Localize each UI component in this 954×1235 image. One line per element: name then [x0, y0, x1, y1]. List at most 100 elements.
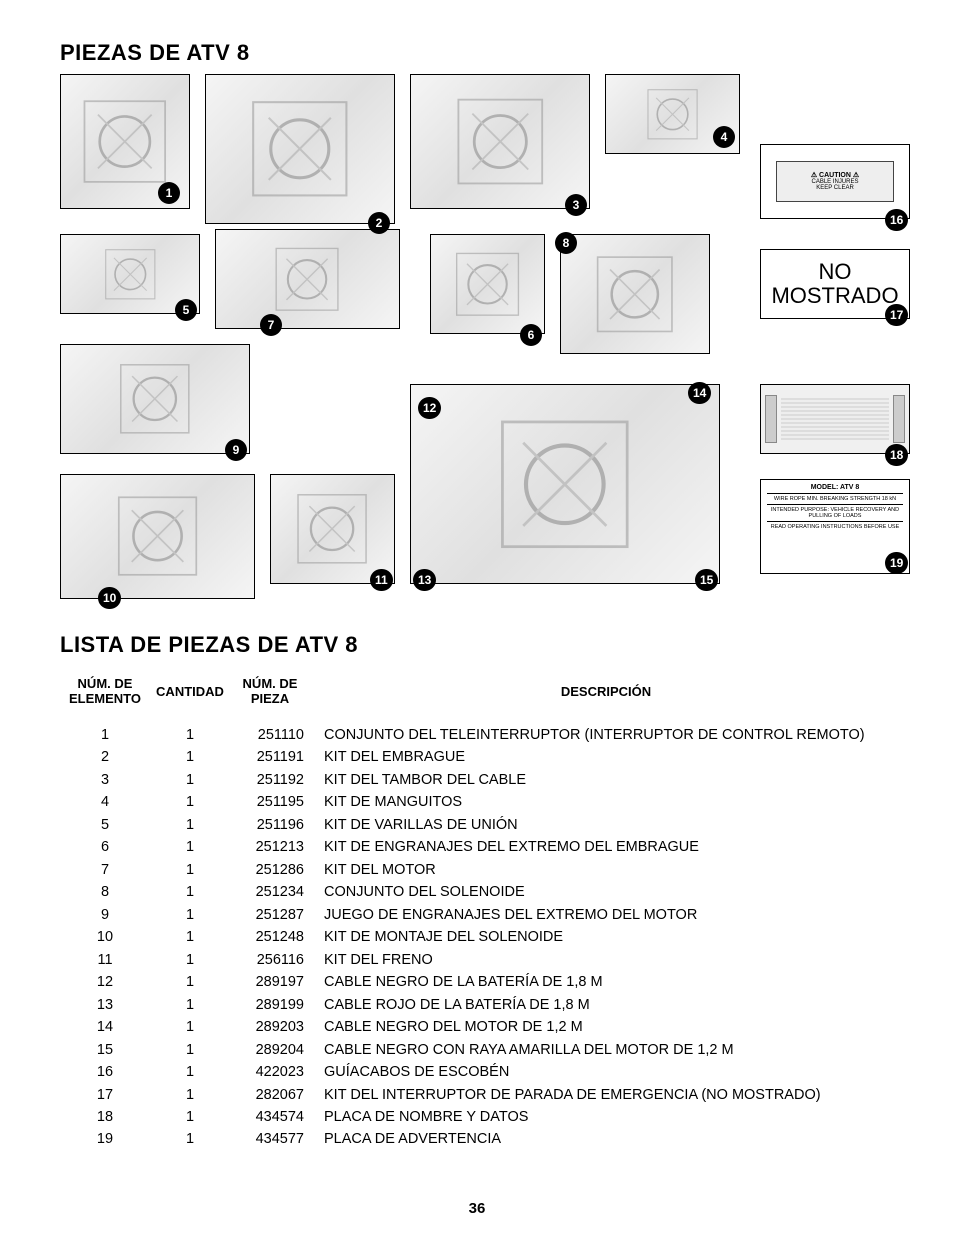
part-badge-18: 18	[885, 444, 908, 466]
cell-desc: CONJUNTO DEL TELEINTERRUPTOR (INTERRUPTO…	[310, 724, 894, 746]
cell-item: 15	[60, 1039, 150, 1061]
cell-part: 256116	[230, 949, 310, 971]
table-row: 51251196KIT DE VARILLAS DE UNIÓN	[60, 814, 894, 836]
cell-qty: 1	[150, 904, 230, 926]
cell-item: 5	[60, 814, 150, 836]
part-badge-14: 14	[688, 382, 711, 404]
cell-qty: 1	[150, 949, 230, 971]
cell-qty: 1	[150, 746, 230, 768]
cell-qty: 1	[150, 1061, 230, 1083]
cell-desc: KIT DEL INTERRUPTOR DE PARADA DE EMERGEN…	[310, 1084, 894, 1106]
cell-desc: CABLE ROJO DE LA BATERÍA DE 1,8 M	[310, 994, 894, 1016]
cell-item: 6	[60, 836, 150, 858]
cell-part: 422023	[230, 1061, 310, 1083]
part-box-10	[60, 474, 255, 599]
part-image-placeholder	[561, 235, 709, 353]
table-row: 81251234CONJUNTO DEL SOLENOIDE	[60, 881, 894, 903]
cell-part: 251234	[230, 881, 310, 903]
cell-desc: CABLE NEGRO CON RAYA AMARILLA DEL MOTOR …	[310, 1039, 894, 1061]
part-badge-4: 4	[713, 126, 735, 148]
part-box-cables	[410, 384, 720, 584]
part-image-placeholder	[61, 475, 254, 598]
cell-desc: KIT DEL EMBRAGUE	[310, 746, 894, 768]
table-row: 71251286KIT DEL MOTOR	[60, 859, 894, 881]
cell-qty: 1	[150, 1106, 230, 1128]
cell-item: 1	[60, 724, 150, 746]
cell-part: 289204	[230, 1039, 310, 1061]
th-part: NÚM. DE PIEZA	[230, 676, 310, 706]
cell-desc: KIT DEL MOTOR	[310, 859, 894, 881]
table-row: 131289199CABLE ROJO DE LA BATERÍA DE 1,8…	[60, 994, 894, 1016]
cell-qty: 1	[150, 971, 230, 993]
cell-part: 251213	[230, 836, 310, 858]
cell-qty: 1	[150, 881, 230, 903]
cell-item: 8	[60, 881, 150, 903]
table-row: 41251195KIT DE MANGUITOS	[60, 791, 894, 813]
cell-desc: PLACA DE NOMBRE Y DATOS	[310, 1106, 894, 1128]
part-badge-6: 6	[520, 324, 542, 346]
cell-desc: KIT DEL FRENO	[310, 949, 894, 971]
cell-part: 434577	[230, 1128, 310, 1150]
cell-desc: KIT DE MANGUITOS	[310, 791, 894, 813]
cell-item: 9	[60, 904, 150, 926]
cell-qty: 1	[150, 1128, 230, 1150]
cell-qty: 1	[150, 1039, 230, 1061]
cell-qty: 1	[150, 724, 230, 746]
parts-diagram-grid: 1234⚠ CAUTION ⚠CABLE INJURESKEEP CLEAR16…	[60, 74, 910, 614]
cell-part: 289203	[230, 1016, 310, 1038]
cell-item: 18	[60, 1106, 150, 1128]
part-box-9	[60, 344, 250, 454]
part-box-18	[760, 384, 910, 454]
part-image-placeholder	[61, 345, 249, 453]
part-image-placeholder	[271, 475, 394, 583]
cell-item: 2	[60, 746, 150, 768]
part-badge-11: 11	[370, 569, 393, 591]
table-row: 161422023GUÍACABOS DE ESCOBÉN	[60, 1061, 894, 1083]
part-badge-8: 8	[555, 232, 577, 254]
cell-desc: KIT DE ENGRANAJES DEL EXTREMO DEL EMBRAG…	[310, 836, 894, 858]
list-heading: LISTA DE PIEZAS DE ATV 8	[60, 632, 894, 658]
cell-qty: 1	[150, 1016, 230, 1038]
cell-item: 13	[60, 994, 150, 1016]
cell-part: 251196	[230, 814, 310, 836]
part-badge-12: 12	[418, 397, 441, 419]
part-box-8	[560, 234, 710, 354]
cell-item: 17	[60, 1084, 150, 1106]
caution-label: ⚠ CAUTION ⚠CABLE INJURESKEEP CLEAR	[761, 145, 909, 218]
part-image-placeholder	[206, 75, 394, 223]
table-body: 11251110CONJUNTO DEL TELEINTERRUPTOR (IN…	[60, 724, 894, 1151]
cell-part: 251191	[230, 746, 310, 768]
part-image-placeholder	[216, 230, 399, 328]
part-badge-16: 16	[885, 209, 908, 231]
table-row: 31251192KIT DEL TAMBOR DEL CABLE	[60, 769, 894, 791]
part-badge-5: 5	[175, 299, 197, 321]
cell-part: 251248	[230, 926, 310, 948]
th-desc: DESCRIPCIÓN	[310, 684, 894, 699]
table-row: 181434574PLACA DE NOMBRE Y DATOS	[60, 1106, 894, 1128]
cell-desc: KIT DE MONTAJE DEL SOLENOIDE	[310, 926, 894, 948]
cell-item: 10	[60, 926, 150, 948]
part-box-11	[270, 474, 395, 584]
cell-part: 289197	[230, 971, 310, 993]
cell-item: 3	[60, 769, 150, 791]
part-badge-15: 15	[695, 569, 718, 591]
table-row: 191434577PLACA DE ADVERTENCIA	[60, 1128, 894, 1150]
cell-part: 251192	[230, 769, 310, 791]
th-qty: CANTIDAD	[150, 684, 230, 699]
table-row: 21251191KIT DEL EMBRAGUE	[60, 746, 894, 768]
page-number: 36	[0, 1200, 954, 1217]
part-badge-9: 9	[225, 439, 247, 461]
part-badge-2: 2	[368, 212, 390, 234]
cell-item: 4	[60, 791, 150, 813]
cell-qty: 1	[150, 814, 230, 836]
table-header-row: NÚM. DE ELEMENTO CANTIDAD NÚM. DE PIEZA …	[60, 676, 894, 706]
cell-qty: 1	[150, 791, 230, 813]
cell-qty: 1	[150, 1084, 230, 1106]
part-box-7	[215, 229, 400, 329]
part-badge-19: 19	[885, 552, 908, 574]
table-row: 61251213KIT DE ENGRANAJES DEL EXTREMO DE…	[60, 836, 894, 858]
cell-part: 251195	[230, 791, 310, 813]
cell-item: 7	[60, 859, 150, 881]
cell-desc: CONJUNTO DEL SOLENOIDE	[310, 881, 894, 903]
cell-part: 251110	[230, 724, 310, 746]
